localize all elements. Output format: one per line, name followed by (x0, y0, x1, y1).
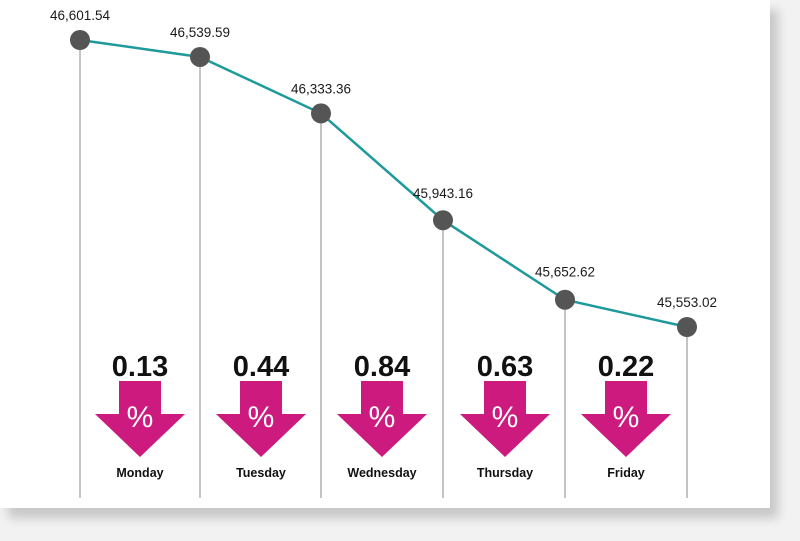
pct-change-label: 0.44 (233, 351, 289, 383)
down-arrow-icon (216, 381, 306, 457)
percent-sign: % (248, 401, 275, 434)
value-label-4: 45,943.16 (413, 186, 473, 201)
value-label-2: 46,539.59 (170, 25, 230, 40)
data-point-1 (70, 30, 90, 50)
percent-sign: % (369, 401, 396, 434)
day-label: Tuesday (236, 466, 286, 480)
data-points (70, 30, 697, 337)
daily-changes: 0.13% Monday 0.44% Tuesday 0.84% Wednesday 0.6… (95, 351, 671, 480)
change-wednesday: 0.84% Wednesday (337, 351, 427, 480)
day-label: Monday (116, 466, 163, 480)
down-arrow-icon (460, 381, 550, 457)
percent-sign: % (127, 401, 154, 434)
data-point-2 (190, 46, 210, 67)
down-arrow-icon (581, 381, 671, 457)
day-label: Thursday (477, 466, 533, 480)
change-thursday: 0.63% Thursday (460, 351, 550, 480)
data-point-5 (555, 289, 575, 310)
value-labels: 46,601.54 46,539.59 46,333.36 45,943.16 45,6… (50, 8, 717, 310)
pct-change-label: 0.84 (354, 351, 410, 383)
pct-change-label: 0.22 (598, 351, 654, 383)
vertical-guides (79, 40, 688, 498)
change-tuesday: 0.44% Tuesday (216, 351, 306, 480)
value-label-1: 46,601.54 (50, 8, 111, 23)
change-friday: 0.22% Friday (581, 351, 671, 480)
index-series (79, 38, 688, 329)
day-label: Friday (607, 466, 645, 480)
value-label-5: 45,652.62 (535, 265, 595, 280)
down-arrow-icon (337, 381, 427, 457)
percent-sign: % (492, 401, 519, 434)
percent-sign: % (613, 401, 640, 434)
pct-change-label: 0.13 (112, 351, 168, 383)
value-label-6: 45,553.02 (657, 295, 717, 310)
data-point-6 (677, 317, 697, 337)
down-arrow-icon (95, 381, 185, 457)
value-label-3: 46,333.36 (291, 81, 351, 96)
change-monday: 0.13% Monday (95, 351, 185, 480)
data-point-3 (311, 103, 331, 124)
pct-change-label: 0.63 (477, 351, 533, 383)
series-line (79, 38, 688, 329)
day-label: Wednesday (347, 466, 416, 480)
data-point-4 (433, 210, 453, 231)
